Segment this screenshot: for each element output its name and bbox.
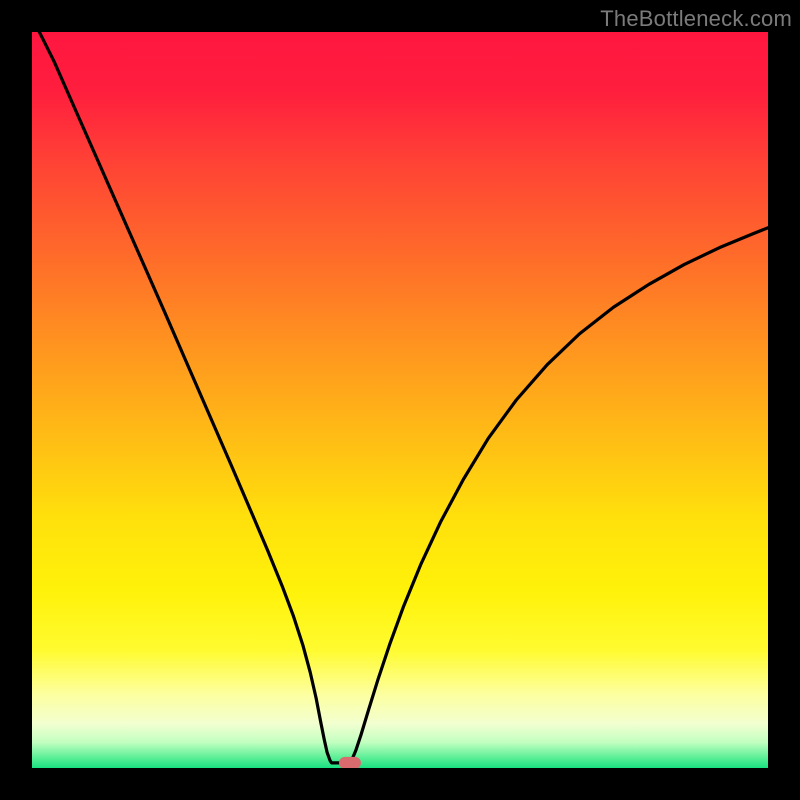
chart-plot-background <box>32 32 768 768</box>
optimum-marker <box>339 757 361 769</box>
bottleneck-chart <box>0 0 800 800</box>
watermark-text: TheBottleneck.com <box>600 6 792 32</box>
